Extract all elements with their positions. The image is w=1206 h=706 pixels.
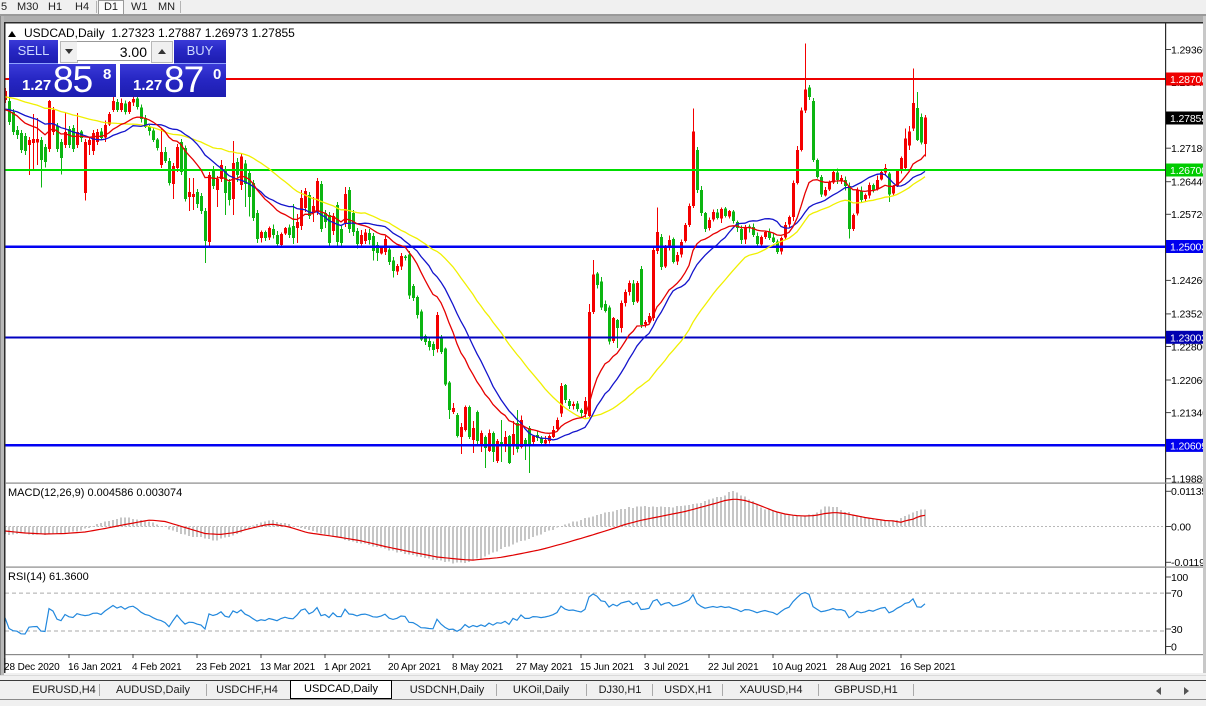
svg-text:1.21340: 1.21340 [1171,407,1206,419]
svg-text:8 May 2021: 8 May 2021 [452,662,504,673]
svg-text:1.23003: 1.23003 [1170,332,1206,344]
svg-text:1.29360: 1.29360 [1171,44,1206,56]
svg-text:0: 0 [1171,641,1177,653]
svg-text:1.22800: 1.22800 [1171,341,1206,353]
svg-text:100: 100 [1171,572,1188,584]
svg-text:70: 70 [1171,588,1183,600]
svg-text:28 Aug 2021: 28 Aug 2021 [836,662,892,673]
svg-text:-0.01190: -0.01190 [1171,557,1206,569]
svg-text:RSI(14) 61.3600: RSI(14) 61.3600 [8,571,89,583]
svg-text:15 Jun 2021: 15 Jun 2021 [580,662,634,673]
svg-text:27 May 2021: 27 May 2021 [516,662,573,673]
svg-text:30: 30 [1171,624,1183,636]
svg-text:1.26700: 1.26700 [1170,165,1206,177]
svg-text:28 Dec 2020: 28 Dec 2020 [4,662,60,673]
svg-text:0.01135: 0.01135 [1171,486,1206,498]
svg-text:4 Feb 2021: 4 Feb 2021 [132,662,182,673]
svg-text:20 Apr 2021: 20 Apr 2021 [388,662,441,673]
svg-text:22 Jul 2021: 22 Jul 2021 [708,662,759,673]
svg-text:1.25003: 1.25003 [1170,242,1206,254]
svg-text:1.19880: 1.19880 [1171,474,1206,486]
svg-text:10 Aug 2021: 10 Aug 2021 [772,662,828,673]
svg-text:0.00: 0.00 [1171,521,1191,533]
svg-text:1.25720: 1.25720 [1171,209,1206,221]
svg-text:1.24260: 1.24260 [1171,275,1206,287]
svg-text:1.27180: 1.27180 [1171,143,1206,155]
svg-text:1.20609: 1.20609 [1170,440,1206,452]
svg-text:1.23520: 1.23520 [1171,309,1206,321]
svg-text:1.28700: 1.28700 [1170,74,1206,86]
svg-text:1 Apr 2021: 1 Apr 2021 [324,662,372,673]
svg-text:1.27855: 1.27855 [1170,113,1206,125]
svg-text:1.22060: 1.22060 [1171,375,1206,387]
svg-text:1.26440: 1.26440 [1171,177,1206,189]
svg-text:16 Jan 2021: 16 Jan 2021 [68,662,122,673]
svg-text:3 Jul 2021: 3 Jul 2021 [644,662,690,673]
svg-text:MACD(12,26,9) 0.004586 0.00307: MACD(12,26,9) 0.004586 0.003074 [8,487,182,499]
svg-text:13 Mar 2021: 13 Mar 2021 [260,662,316,673]
svg-text:16 Sep 2021: 16 Sep 2021 [900,662,956,673]
svg-text:23 Feb 2021: 23 Feb 2021 [196,662,252,673]
